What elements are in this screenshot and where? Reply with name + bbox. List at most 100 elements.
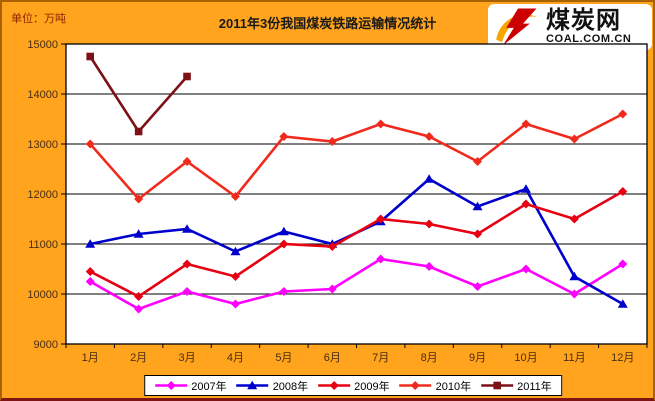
logo-text: 煤炭网 COAL.COM.CN bbox=[546, 9, 631, 45]
legend-item-2010年: 2010年 bbox=[399, 378, 471, 394]
data-point-marker bbox=[230, 192, 240, 201]
x-tick-label: 11月 bbox=[563, 352, 585, 364]
data-point-marker bbox=[85, 267, 95, 276]
data-point-marker bbox=[569, 271, 580, 281]
legend-label: 2010年 bbox=[435, 380, 472, 393]
data-point-marker bbox=[279, 132, 289, 141]
data-point-marker bbox=[424, 174, 435, 183]
data-point-marker bbox=[618, 187, 628, 196]
y-tick-label: 12000 bbox=[27, 189, 58, 201]
data-point-marker bbox=[493, 381, 501, 390]
data-point-marker bbox=[618, 109, 628, 119]
data-point-marker bbox=[521, 119, 531, 129]
x-tick-label: 8月 bbox=[421, 352, 438, 364]
data-point-marker bbox=[278, 226, 289, 236]
data-point-marker bbox=[182, 259, 192, 269]
series-2007年 bbox=[85, 254, 628, 314]
y-tick-label: 9000 bbox=[34, 339, 58, 351]
x-tick-label: 9月 bbox=[469, 352, 486, 364]
x-tick-label: 7月 bbox=[372, 352, 389, 364]
data-point-marker bbox=[424, 132, 434, 141]
unit-label: 单位：万吨 bbox=[11, 13, 66, 25]
legend-swatch bbox=[155, 381, 188, 390]
data-point-marker bbox=[424, 219, 434, 229]
data-point-marker bbox=[472, 201, 483, 211]
data-point-marker bbox=[134, 194, 144, 204]
logo-domain: COAL.COM.CN bbox=[546, 33, 632, 45]
series-line bbox=[89, 112, 624, 201]
data-point-marker bbox=[230, 272, 240, 281]
data-point-marker bbox=[279, 287, 289, 296]
data-point-marker bbox=[86, 52, 95, 61]
x-tick-label: 2月 bbox=[130, 352, 147, 364]
data-point-marker bbox=[134, 292, 144, 301]
legend-label: 2008年 bbox=[272, 380, 309, 393]
y-tick-label: 13000 bbox=[27, 139, 58, 151]
data-point-marker bbox=[182, 157, 192, 166]
data-point-marker bbox=[569, 214, 579, 224]
data-point-marker bbox=[85, 139, 95, 149]
legend-item-2009年: 2009年 bbox=[317, 378, 390, 394]
data-point-marker bbox=[182, 287, 192, 296]
data-point-marker bbox=[85, 277, 95, 286]
x-tick-label: 5月 bbox=[275, 352, 292, 364]
data-point-marker bbox=[520, 184, 531, 193]
series-2009年 bbox=[85, 187, 628, 301]
x-tick-label: 3月 bbox=[178, 352, 195, 364]
chart-title: 2011年3份我国煤炭铁路运输情况统计 bbox=[218, 16, 437, 31]
data-point-marker bbox=[376, 254, 386, 264]
data-point-marker bbox=[230, 299, 240, 309]
data-point-marker bbox=[569, 134, 579, 144]
legend-item-2008年: 2008年 bbox=[236, 378, 308, 394]
logo-site-name: 煤炭网 bbox=[546, 7, 621, 34]
data-point-marker bbox=[230, 246, 241, 256]
data-point-marker bbox=[247, 380, 258, 390]
legend-item-2011年: 2011年 bbox=[480, 378, 552, 394]
data-point-marker bbox=[85, 239, 96, 248]
legend-label: 2009年 bbox=[354, 380, 390, 393]
logo-red-bolt bbox=[502, 8, 537, 46]
y-tick-label: 14000 bbox=[27, 89, 58, 101]
data-point-marker bbox=[473, 282, 483, 291]
legend-swatch bbox=[481, 381, 514, 390]
y-tick-label: 10000 bbox=[27, 289, 58, 301]
data-point-marker bbox=[279, 239, 289, 249]
chart-legend: 2007年 2008年 2009年 2010年 2011年 bbox=[144, 375, 562, 396]
series-line bbox=[89, 257, 624, 311]
data-point-marker bbox=[411, 381, 421, 390]
data-point-marker bbox=[327, 284, 337, 294]
x-tick-label: 12月 bbox=[611, 352, 634, 364]
data-point-marker bbox=[329, 381, 339, 390]
series-2010年 bbox=[85, 109, 628, 204]
data-point-marker bbox=[617, 299, 628, 308]
x-tick-label: 6月 bbox=[324, 352, 341, 364]
data-point-marker bbox=[473, 157, 483, 166]
coal-logo-icon bbox=[496, 8, 538, 46]
data-point-marker bbox=[376, 214, 386, 224]
series-2011年 bbox=[86, 52, 191, 136]
x-tick-label: 10月 bbox=[514, 352, 537, 364]
data-point-marker bbox=[183, 72, 191, 81]
data-point-marker bbox=[133, 229, 144, 238]
coal-com-cn-logo: 煤炭网 COAL.COM.CN bbox=[488, 4, 652, 50]
data-point-marker bbox=[521, 264, 531, 274]
data-point-marker bbox=[166, 381, 176, 390]
x-tick-label: 1月 bbox=[82, 352, 99, 364]
data-point-marker bbox=[327, 137, 337, 146]
legend-item-2007年: 2007年 bbox=[154, 378, 227, 394]
legend-swatch bbox=[318, 381, 351, 390]
data-point-marker bbox=[182, 224, 193, 233]
legend-label: 2007年 bbox=[191, 380, 227, 393]
legend-label: 2011年 bbox=[517, 380, 552, 393]
data-point-marker bbox=[618, 259, 628, 269]
data-point-marker bbox=[521, 199, 531, 209]
y-tick-label: 15000 bbox=[27, 39, 58, 51]
data-point-marker bbox=[376, 119, 386, 129]
y-tick-label: 11000 bbox=[28, 239, 58, 251]
legend-swatch bbox=[399, 381, 432, 390]
x-tick-label: 4月 bbox=[227, 352, 244, 364]
data-point-marker bbox=[134, 304, 144, 314]
legend-swatch bbox=[236, 380, 269, 390]
